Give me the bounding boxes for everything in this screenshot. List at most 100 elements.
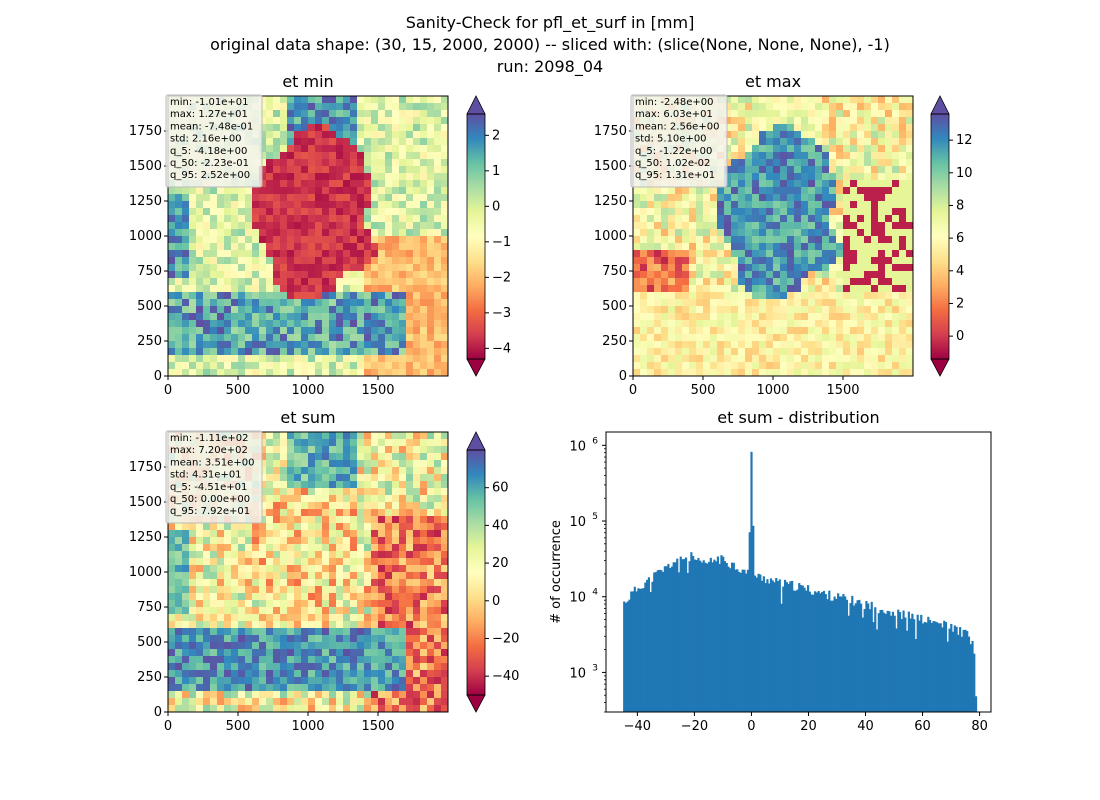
- stats-line: mean: -7.48e-01: [170, 121, 253, 132]
- heatmap-cell: [738, 215, 746, 223]
- heatmap-cell: [175, 691, 183, 699]
- heatmap-cell: [668, 229, 676, 237]
- heatmap-cell: [420, 131, 428, 139]
- heatmap-cell: [231, 642, 239, 650]
- heatmap-cell: [168, 551, 176, 559]
- heatmap-cell: [808, 334, 816, 342]
- heatmap-cell: [406, 369, 414, 377]
- heatmap-cell: [329, 691, 337, 699]
- heatmap-cell: [420, 614, 428, 622]
- heatmap-cell: [406, 558, 414, 566]
- heatmap-cell: [413, 691, 421, 699]
- heatmap-cell: [717, 236, 725, 244]
- heatmap-cell: [406, 439, 414, 447]
- heatmap-cell: [329, 523, 337, 531]
- heatmap-cell: [441, 642, 449, 650]
- heatmap-cell: [420, 110, 428, 118]
- heatmap-cell: [322, 187, 330, 195]
- heatmap-cell: [427, 264, 435, 272]
- heatmap-cell: [906, 320, 914, 328]
- heatmap-cell: [350, 621, 358, 629]
- heatmap-cell: [864, 159, 872, 167]
- heatmap-cell: [434, 285, 442, 293]
- heatmap-cell: [406, 257, 414, 265]
- heatmap-cell: [794, 145, 802, 153]
- heatmap-cell: [357, 327, 365, 335]
- heatmap-cell: [899, 278, 907, 286]
- heatmap-cell: [815, 362, 823, 370]
- heatmap-cell: [350, 110, 358, 118]
- heatmap-cell: [175, 243, 183, 251]
- heatmap-cell: [885, 110, 893, 118]
- heatmap-cell: [189, 628, 197, 636]
- panel-title: et sum: [280, 408, 335, 427]
- heatmap-cell: [724, 96, 732, 104]
- heatmap-cell: [745, 166, 753, 174]
- heatmap-cell: [287, 684, 295, 692]
- heatmap-cell: [661, 215, 669, 223]
- heatmap-cell: [808, 292, 816, 300]
- heatmap-cell: [287, 215, 295, 223]
- heatmap-cell: [378, 621, 386, 629]
- heatmap-cell: [196, 670, 204, 678]
- heatmap-cell: [315, 271, 323, 279]
- heatmap-cell: [759, 334, 767, 342]
- heatmap-cell: [710, 229, 718, 237]
- heatmap-cell: [878, 117, 886, 125]
- heatmap-cell: [752, 306, 760, 314]
- heatmap-cell: [801, 173, 809, 181]
- heatmap-cell: [322, 537, 330, 545]
- heatmap-cell: [427, 271, 435, 279]
- colorbar-tick-label: 20: [492, 556, 509, 571]
- heatmap-cell: [224, 558, 232, 566]
- heatmap-cell: [329, 257, 337, 265]
- heatmap-cell: [668, 194, 676, 202]
- heatmap-cell: [399, 684, 407, 692]
- heatmap-cell: [647, 313, 655, 321]
- heatmap-cell: [441, 257, 449, 265]
- heatmap-cell: [654, 187, 662, 195]
- heatmap-cell: [822, 250, 830, 258]
- heatmap-cell: [843, 348, 851, 356]
- heatmap-cell: [315, 488, 323, 496]
- heatmap-cell: [752, 369, 760, 377]
- heatmap-cell: [441, 362, 449, 370]
- heatmap-cell: [378, 453, 386, 461]
- heatmap-cell: [259, 208, 267, 216]
- heatmap-cell: [794, 138, 802, 146]
- stats-line: std: 5.10e+00: [635, 134, 707, 145]
- heatmap-cell: [441, 341, 449, 349]
- heatmap-cell: [182, 229, 190, 237]
- heatmap-cell: [273, 117, 281, 125]
- heatmap-cell: [427, 530, 435, 538]
- heatmap-cell: [794, 194, 802, 202]
- heatmap-cell: [336, 572, 344, 580]
- heatmap-cell: [773, 180, 781, 188]
- heatmap-cell: [815, 320, 823, 328]
- heatmap-cell: [406, 481, 414, 489]
- heatmap-cell: [343, 698, 351, 706]
- heatmap-cell: [787, 187, 795, 195]
- heatmap-cell: [301, 572, 309, 580]
- heatmap-cell: [850, 271, 858, 279]
- heatmap-cell: [364, 656, 372, 664]
- heatmap-cell: [252, 264, 260, 272]
- heatmap-cell: [301, 145, 309, 153]
- heatmap-cell: [231, 684, 239, 692]
- heatmap-cell: [392, 180, 400, 188]
- heatmap-cell: [647, 285, 655, 293]
- heatmap-cell: [245, 586, 253, 594]
- heatmap-cell: [864, 124, 872, 132]
- heatmap-cell: [378, 488, 386, 496]
- heatmap-cell: [224, 698, 232, 706]
- heatmap-cell: [906, 341, 914, 349]
- heatmap-cell: [724, 103, 732, 111]
- heatmap-cell: [808, 166, 816, 174]
- heatmap-cell: [689, 236, 697, 244]
- heatmap-cell: [322, 663, 330, 671]
- heatmap-cell: [385, 663, 393, 671]
- heatmap-cell: [766, 355, 774, 363]
- heatmap-cell: [280, 215, 288, 223]
- heatmap-cell: [280, 208, 288, 216]
- heatmap-cell: [441, 656, 449, 664]
